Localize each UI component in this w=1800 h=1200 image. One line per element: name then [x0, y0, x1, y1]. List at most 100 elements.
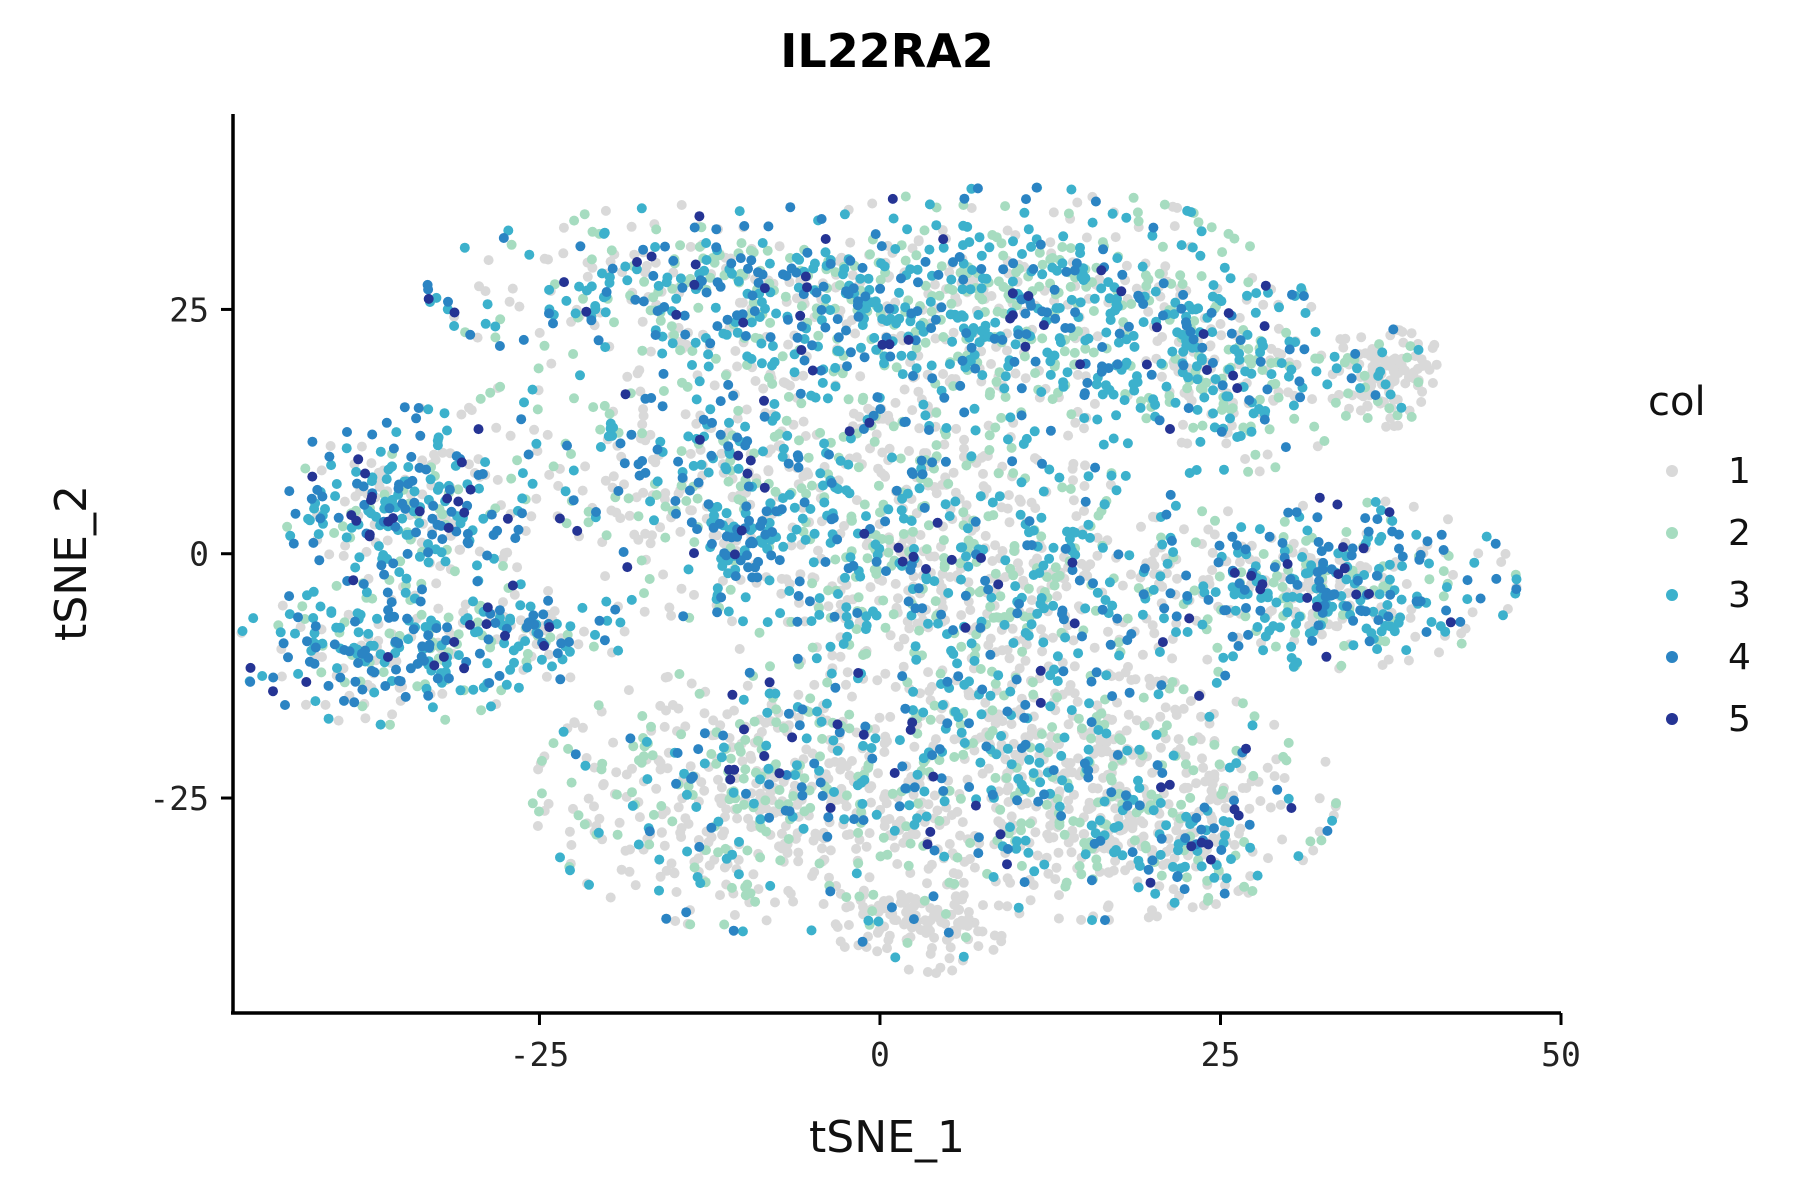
data-point	[997, 546, 1008, 556]
data-point	[711, 224, 722, 235]
data-point	[984, 242, 995, 253]
data-point	[716, 448, 727, 459]
data-point	[1397, 326, 1408, 337]
data-point	[580, 760, 591, 771]
data-point	[390, 636, 401, 647]
data-point	[320, 504, 330, 514]
data-point	[1099, 499, 1110, 510]
data-point	[384, 628, 395, 639]
data-point	[1297, 552, 1308, 562]
data-point	[309, 658, 320, 669]
data-point	[427, 513, 438, 524]
data-point	[864, 828, 875, 839]
data-point	[709, 257, 720, 268]
data-point	[1079, 390, 1090, 401]
data-point	[423, 630, 434, 641]
data-point	[889, 915, 900, 925]
data-point	[940, 499, 951, 510]
data-point	[741, 404, 752, 415]
data-point	[1374, 339, 1385, 350]
data-point	[1392, 410, 1403, 421]
data-point	[966, 342, 977, 353]
data-point	[416, 609, 427, 620]
data-point	[374, 481, 385, 492]
data-point	[760, 717, 771, 728]
data-point	[1147, 905, 1157, 916]
data-point	[970, 425, 981, 436]
data-point	[1336, 660, 1347, 671]
data-point	[1219, 464, 1229, 475]
data-point	[583, 517, 594, 528]
data-point	[437, 534, 448, 545]
data-point	[1059, 346, 1070, 357]
data-point	[504, 296, 515, 307]
data-point	[740, 764, 751, 775]
data-point	[1216, 789, 1227, 800]
data-point	[1080, 460, 1090, 471]
data-point	[1051, 862, 1062, 873]
data-point	[1006, 442, 1017, 453]
data-point	[806, 480, 817, 491]
data-point	[376, 560, 387, 571]
data-point	[605, 423, 616, 434]
data-point	[1295, 392, 1306, 403]
data-point	[895, 453, 906, 464]
data-point	[1157, 539, 1168, 550]
data-point	[955, 558, 966, 569]
data-point	[743, 813, 754, 824]
data-point	[985, 690, 996, 701]
data-point	[1175, 270, 1186, 281]
data-point	[1316, 835, 1327, 846]
data-point	[517, 508, 527, 519]
data-point	[1063, 782, 1074, 793]
chart-title: IL22RA2	[780, 24, 993, 78]
data-point	[1066, 847, 1077, 858]
data-point	[306, 493, 317, 504]
data-point	[948, 327, 959, 338]
data-point	[783, 314, 793, 325]
data-point	[1065, 484, 1076, 494]
data-point	[1066, 705, 1077, 716]
data-point	[1242, 329, 1253, 340]
data-point	[740, 734, 751, 745]
data-point	[453, 484, 464, 495]
data-point	[612, 829, 623, 840]
data-point	[740, 331, 751, 341]
data-point	[1187, 242, 1198, 253]
data-point	[1159, 199, 1170, 210]
data-point	[1171, 618, 1182, 629]
data-point	[853, 311, 864, 322]
data-point	[860, 291, 871, 302]
data-point	[1023, 847, 1034, 858]
data-point	[1330, 397, 1341, 408]
data-point	[713, 816, 724, 827]
data-point	[533, 363, 544, 374]
data-point	[958, 220, 969, 231]
data-point	[387, 709, 398, 720]
data-point	[690, 337, 701, 348]
data-point	[680, 409, 691, 420]
data-point	[888, 213, 899, 224]
data-point	[456, 409, 467, 420]
data-point	[883, 547, 894, 558]
data-point	[1245, 871, 1256, 882]
data-point	[569, 215, 580, 226]
data-point	[1069, 265, 1080, 276]
data-point	[851, 495, 862, 506]
data-point	[472, 576, 483, 587]
data-point	[1149, 560, 1160, 571]
data-point	[1027, 677, 1038, 688]
data-point	[1360, 348, 1371, 359]
data-point	[356, 648, 367, 659]
data-point	[424, 642, 435, 653]
data-point	[958, 877, 969, 888]
data-point	[1086, 820, 1097, 831]
data-point	[310, 621, 321, 632]
data-point	[974, 337, 985, 348]
data-point	[940, 918, 951, 929]
data-point	[1005, 686, 1016, 697]
data-point	[446, 506, 457, 517]
data-point	[957, 817, 968, 828]
data-point	[861, 620, 872, 631]
data-point	[764, 258, 775, 269]
